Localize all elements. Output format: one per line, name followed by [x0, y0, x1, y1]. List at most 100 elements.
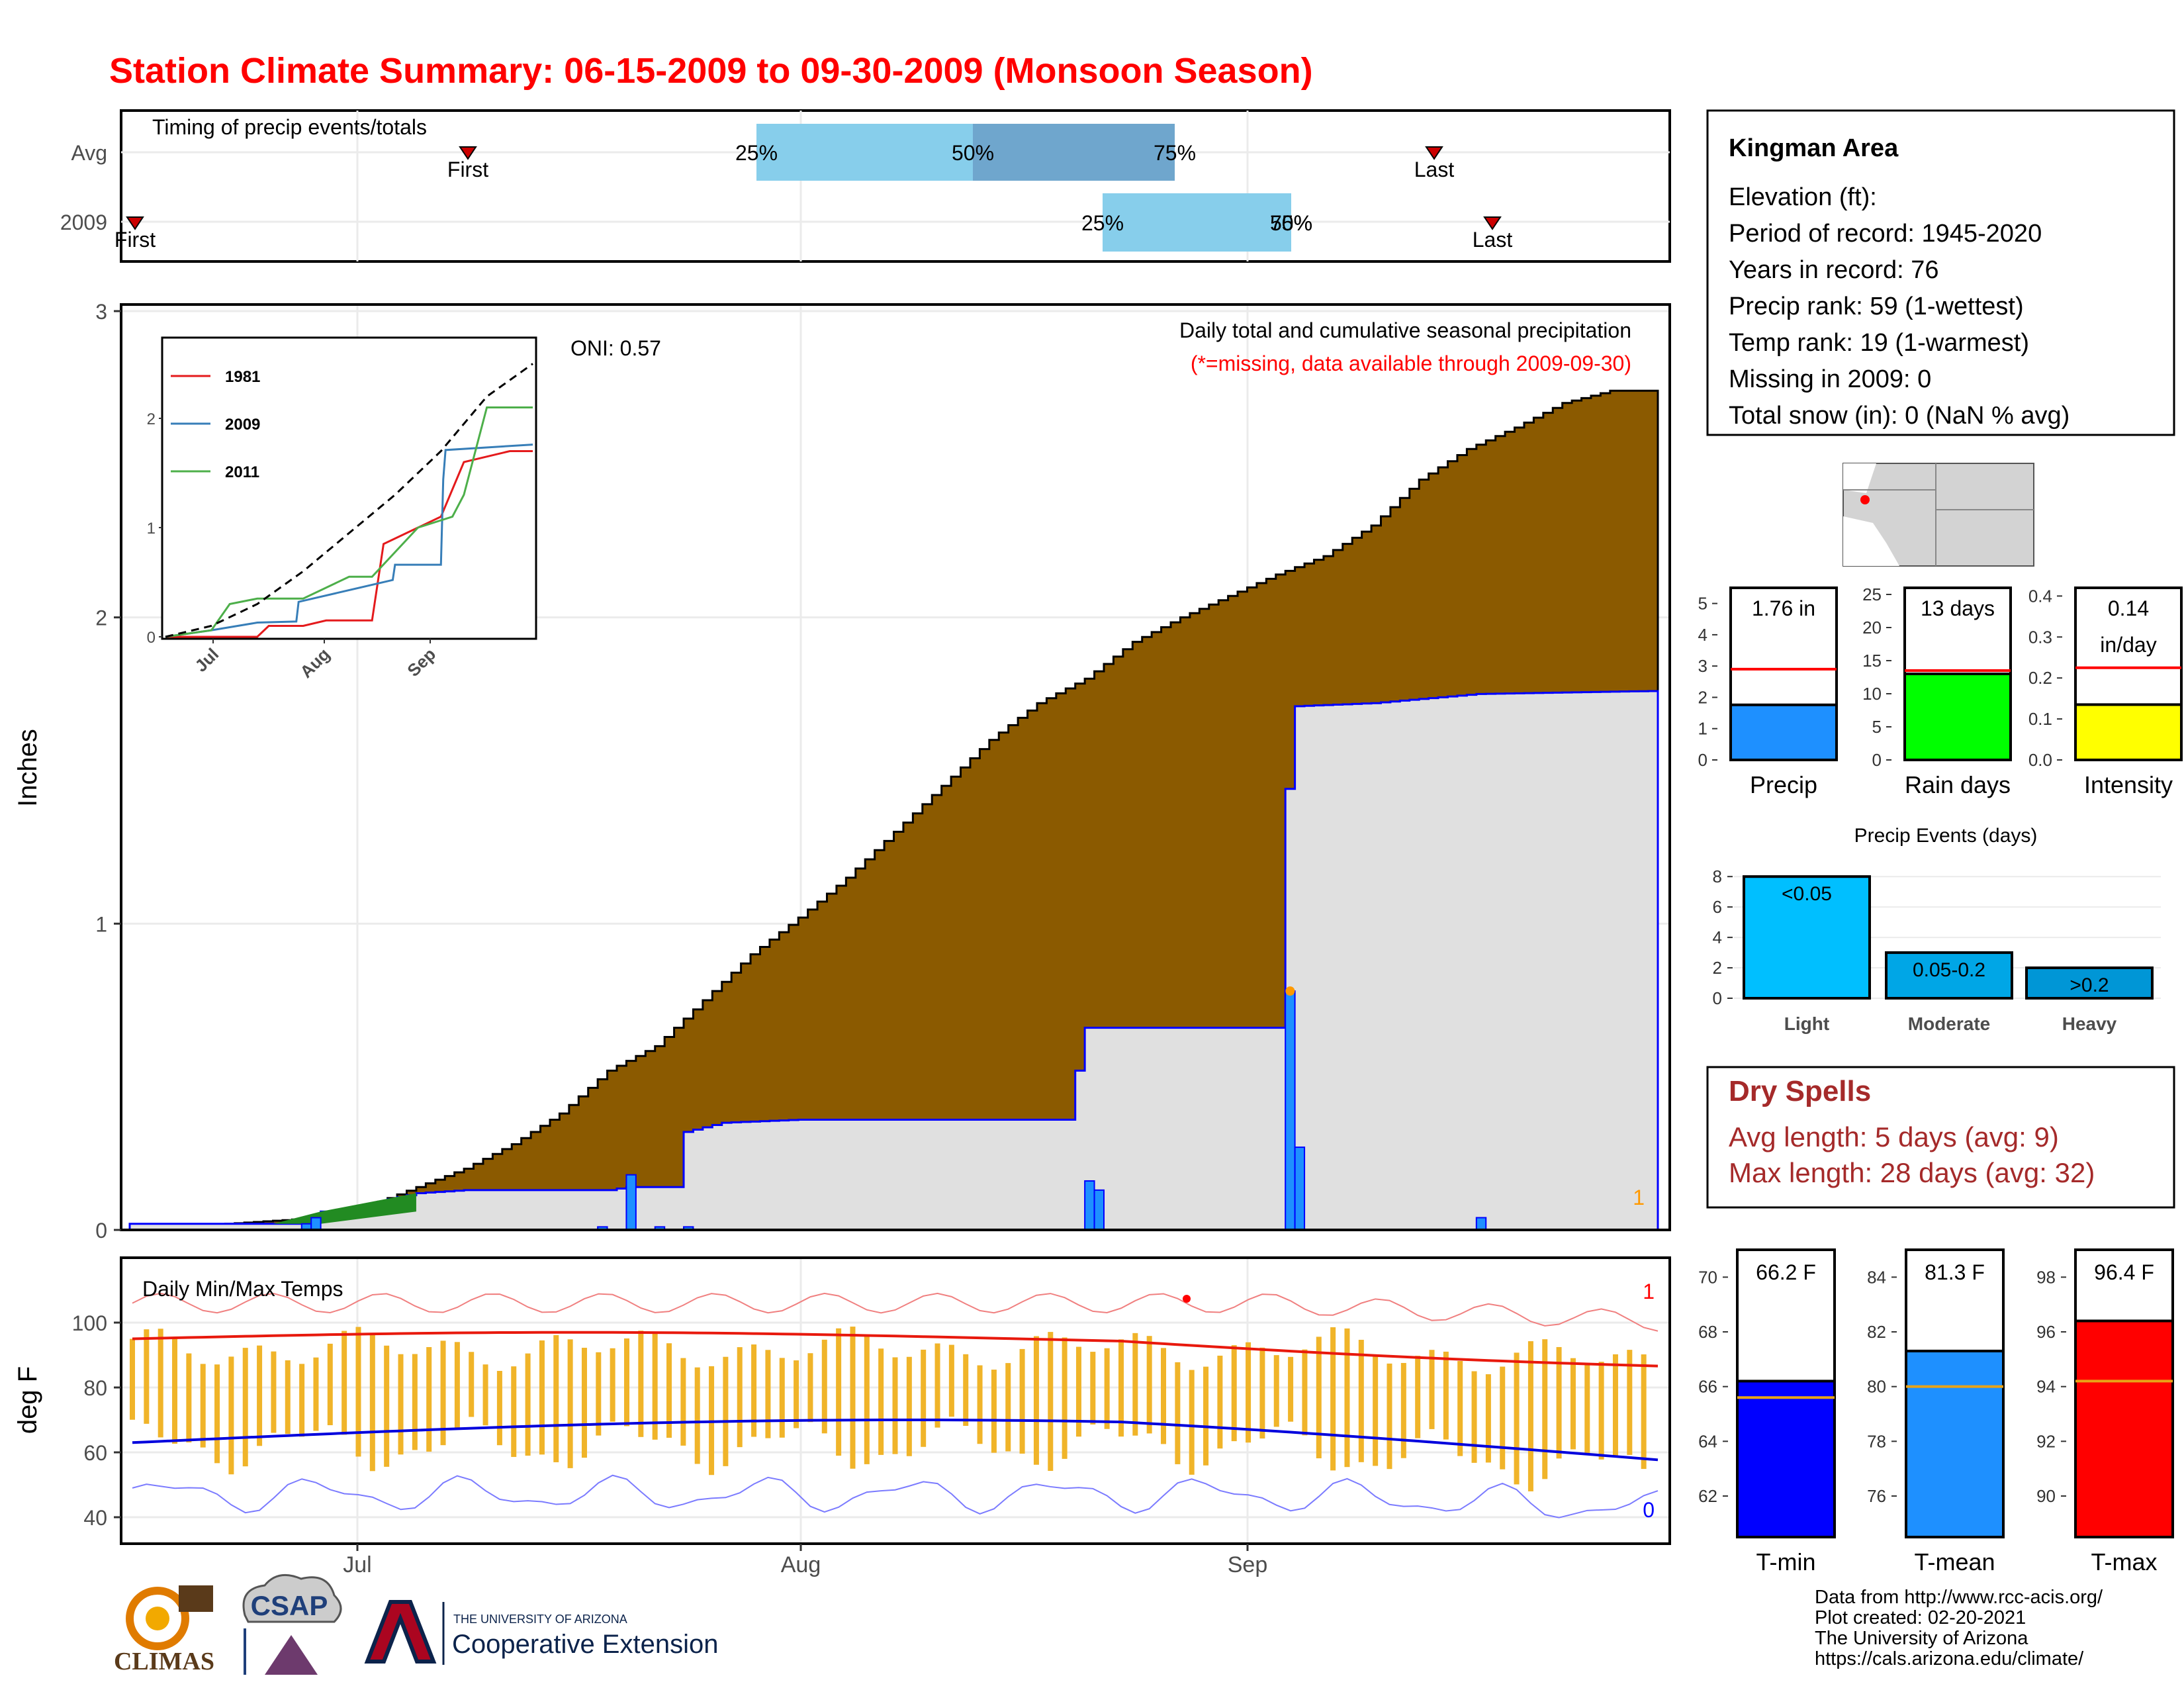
precip-events-chart: Precip Events (days) 0 2 4 6 8 <0.05 Light 0.05-…	[1713, 825, 2161, 1034]
dry-spells-avg: Avg length: 5 days (avg: 9)	[1729, 1121, 2059, 1152]
daily-temp-bar	[1146, 1336, 1152, 1434]
precip-header: Daily total and cumulative seasonal prec…	[1179, 318, 1631, 342]
summary-ytick-label: 2	[1698, 687, 1707, 707]
summary-ytick-label: 0	[1872, 750, 1882, 770]
daily-temp-bar	[1387, 1363, 1392, 1470]
temp-ytick-label: 80	[83, 1376, 107, 1400]
daily-temp-bar	[694, 1367, 700, 1464]
summary-ytick-label: 0.3	[2028, 627, 2052, 647]
summary-bar-label: Intensity	[2084, 771, 2173, 798]
daily-temp-bar	[313, 1357, 319, 1431]
temp-summary-ytick-label: 68	[1698, 1322, 1717, 1342]
daily-temp-bar	[723, 1356, 729, 1466]
daily-temp-bar	[807, 1353, 813, 1423]
temp-summary-ytick-label: 70	[1698, 1267, 1717, 1287]
temp-summary-value	[2074, 1319, 2174, 1538]
page-title: Station Climate Summary: 06-15-2009 to 0…	[109, 51, 1313, 91]
temp-summary-ytick-label: 84	[1867, 1267, 1886, 1287]
daily-temp-bar	[271, 1351, 277, 1433]
daily-temp-bar	[369, 1333, 375, 1472]
temp-summary-value-label: 81.3 F	[1925, 1260, 1985, 1284]
events-bar	[1743, 875, 1871, 1000]
temp-summary-charts: 62 64 66 68 70 66.2 F T-min 76 78 80 82 84 81.3 F T-m…	[1698, 1248, 2174, 1575]
inset-ytick-label: 0	[147, 629, 156, 647]
daily-temp-bar	[567, 1339, 573, 1468]
daily-temp-bar	[680, 1358, 686, 1446]
temp-summary-ytick-label: 62	[1698, 1486, 1717, 1506]
inset-mean-line	[165, 363, 533, 638]
daily-temp-bar	[836, 1328, 842, 1456]
daily-temp-bar	[850, 1327, 856, 1469]
record-min-line	[132, 1474, 1659, 1519]
daily-temp-bar	[1302, 1349, 1308, 1436]
daily-temp-bar	[948, 1344, 954, 1417]
avg-box-50-75	[973, 124, 1175, 181]
ua-logo: THE UNIVERSITY OF ARIZONA Cooperative Ex…	[364, 1600, 718, 1665]
temp-xtick-label: Aug	[781, 1552, 821, 1577]
daily-precip-bar	[1285, 990, 1296, 1231]
summary-ytick-label: 10	[1862, 684, 1882, 704]
events-ytick-label: 4	[1713, 927, 1722, 947]
ua-big-text: Cooperative Extension	[452, 1630, 718, 1659]
events-ytick-label: 8	[1713, 867, 1722, 886]
summary-ytick-label: 5	[1872, 717, 1882, 737]
station-info-box: Kingman Area Elevation (ft): Period of re…	[1706, 109, 2175, 436]
daily-temp-bar	[553, 1335, 559, 1462]
daily-temp-bar	[539, 1340, 545, 1455]
daily-temp-bar	[1598, 1362, 1604, 1460]
summary-bar-value-label: 1.76 in	[1752, 596, 1815, 620]
csap-logo: CSAP	[242, 1573, 342, 1675]
daily-temp-bar	[1019, 1348, 1025, 1454]
daily-temp-bar	[1033, 1336, 1039, 1465]
daily-temp-bar	[1358, 1339, 1364, 1462]
summary-bar-value-label: 13 days	[1921, 596, 1995, 620]
events-category-label: Light	[1784, 1013, 1829, 1034]
daily-temp-bar	[412, 1354, 418, 1450]
temp-ylabel: deg F	[13, 1366, 42, 1434]
location-map	[1843, 463, 2034, 567]
temp-ytick-label: 40	[83, 1506, 107, 1530]
summary-bar-label: Rain days	[1905, 771, 2011, 798]
daily-temp-bar	[765, 1350, 771, 1438]
daily-temp-bar	[1132, 1333, 1138, 1436]
daily-temp-bar	[610, 1348, 615, 1422]
dry-spells-title: Dry Spells	[1729, 1075, 1871, 1107]
daily-temp-bar	[934, 1343, 940, 1428]
timing-panel: Timing of precip events/totals Avg 2009 …	[60, 109, 1671, 263]
inset-ytick-label: 1	[147, 520, 156, 538]
daily-temp-bar	[327, 1343, 333, 1426]
events-bar	[1885, 951, 2013, 1000]
inset-legend-label: 2009	[225, 416, 260, 434]
max-daily-marker	[1285, 986, 1295, 996]
summary-bar-value-label-2: in/day	[2100, 633, 2156, 657]
events-bar-label: 0.05-0.2	[1913, 959, 1985, 981]
daily-temp-bar	[623, 1338, 629, 1427]
daily-temp-bar	[1330, 1327, 1336, 1471]
precip-ytick-label: 1	[95, 912, 107, 936]
temp-summary-ytick-label: 64	[1698, 1431, 1717, 1451]
daily-temp-bar	[963, 1354, 969, 1426]
events-bar	[2025, 966, 2154, 1000]
summary-ytick-label: 0.1	[2028, 709, 2052, 729]
y2009-last-label: Last	[1473, 228, 1513, 252]
daily-temp-bar	[1514, 1352, 1520, 1485]
avg-max-temp-line	[132, 1331, 1659, 1368]
daily-temp-bar	[426, 1346, 432, 1452]
daily-temp-bar	[1090, 1352, 1096, 1425]
daily-temp-bar	[398, 1354, 404, 1455]
daily-temp-bar	[200, 1364, 206, 1448]
dry-spells-max: Max length: 28 days (avg: 32)	[1729, 1157, 2095, 1188]
credit-line: Plot created: 02-20-2021	[1815, 1607, 2026, 1628]
summary-ytick-label: 0.0	[2028, 750, 2052, 770]
temp-summary-label: T-max	[2091, 1548, 2157, 1575]
dry-spells-box: Dry Spells Avg length: 5 days (avg: 9) M…	[1706, 1066, 2175, 1209]
daily-temp-bar	[1048, 1332, 1054, 1472]
daily-temp-bar	[1217, 1355, 1223, 1449]
daily-temp-bar	[1429, 1350, 1435, 1429]
timing-row-avg: Avg	[71, 141, 107, 165]
daily-temp-bar	[1316, 1336, 1322, 1459]
precip-ytick-label: 2	[95, 606, 107, 630]
daily-temp-bar	[482, 1364, 488, 1426]
